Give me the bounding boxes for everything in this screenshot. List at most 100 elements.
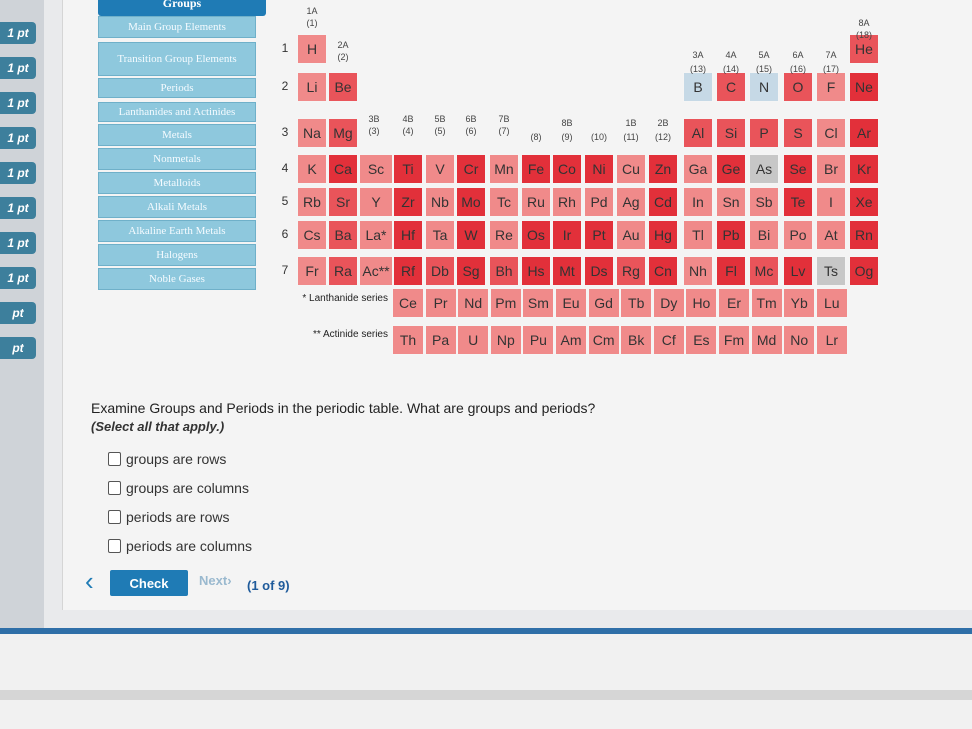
group-label: (9): [561, 132, 573, 142]
element-am: Am: [555, 325, 587, 355]
element-zn: Zn: [648, 154, 678, 184]
group-label: 2A: [337, 40, 349, 50]
option-label: periods are rows: [126, 509, 230, 525]
element-rg: Rg: [616, 256, 646, 286]
groups-filter-header[interactable]: Groups: [98, 0, 266, 16]
question-instruction: (Select all that apply.): [91, 419, 225, 434]
element-lv: Lv: [783, 256, 813, 286]
element-fr: Fr: [297, 256, 327, 286]
element-hf: Hf: [393, 220, 423, 250]
bottom-strip: [0, 690, 972, 700]
filter-nonmetals[interactable]: Nonmetals: [98, 148, 256, 170]
element-p: P: [749, 118, 779, 148]
group-label: (4): [402, 126, 414, 136]
group-label: 1A: [306, 6, 318, 16]
option-label: periods are columns: [126, 538, 253, 554]
points-badge: 1 pt: [0, 162, 36, 184]
element-s: S: [783, 118, 813, 148]
element-ca: Ca: [328, 154, 358, 184]
element-se: Se: [783, 154, 813, 184]
group-label: 2B: [657, 118, 669, 128]
element-ts: Ts: [816, 256, 846, 286]
element-no: No: [783, 325, 816, 355]
period-label: 5: [281, 194, 289, 208]
element-yb: Yb: [783, 288, 816, 318]
group-label: (15): [755, 64, 772, 74]
filter-transition-group-elements[interactable]: Transition Group Elements: [98, 42, 256, 76]
element-kr: Kr: [849, 154, 879, 184]
filter-halogens[interactable]: Halogens: [98, 244, 256, 266]
element-br: Br: [816, 154, 846, 184]
filter-alkali-metals[interactable]: Alkali Metals: [98, 196, 256, 218]
filter-noble-gases[interactable]: Noble Gases: [98, 268, 256, 290]
period-label: 2: [281, 79, 289, 93]
next-button[interactable]: Next›: [199, 573, 232, 588]
back-chevron-icon[interactable]: ‹: [85, 566, 94, 596]
element-fe: Fe: [521, 154, 551, 184]
element-ge: Ge: [716, 154, 746, 184]
element-tm: Tm: [750, 288, 783, 318]
checkbox[interactable]: [108, 510, 121, 524]
element-os: Os: [521, 220, 551, 250]
element-dy: Dy: [652, 288, 685, 318]
next-label: Next: [199, 573, 228, 588]
option-groups-columns[interactable]: groups are columns: [108, 480, 249, 496]
checkbox[interactable]: [108, 452, 121, 466]
group-label: 1B: [625, 118, 637, 128]
left-strip: 1 pt 1 pt 1 pt 1 pt 1 pt 1 pt 1 pt 1 pt …: [0, 0, 44, 729]
element-re: Re: [489, 220, 519, 250]
option-groups-rows[interactable]: groups are rows: [108, 451, 226, 467]
element-mo: Mo: [456, 187, 486, 217]
checkbox[interactable]: [108, 539, 121, 553]
element-ta: Ta: [425, 220, 455, 250]
question-progress: (1 of 9): [247, 578, 290, 593]
filter-alkaline-earth-metals[interactable]: Alkaline Earth Metals: [98, 220, 256, 242]
element-mg: Mg: [328, 118, 358, 148]
element-eu: Eu: [555, 288, 587, 318]
option-periods-columns[interactable]: periods are columns: [108, 538, 252, 554]
element-xe: Xe: [849, 187, 879, 217]
element-pb: Pb: [716, 220, 746, 250]
element-sr: Sr: [328, 187, 358, 217]
group-label: (2): [337, 52, 349, 62]
element-po: Po: [783, 220, 813, 250]
chevron-right-icon: ›: [227, 573, 232, 588]
group-label: 8A: [858, 18, 870, 28]
element-lr: Lr: [815, 325, 848, 355]
series-label: * Lanthanide series: [302, 293, 388, 304]
group-label: (3): [368, 126, 380, 136]
group-label: 6A: [792, 50, 804, 60]
group-label: 3B: [368, 114, 380, 124]
points-badge: 1 pt: [0, 232, 36, 254]
element-in: In: [683, 187, 713, 217]
element-pu: Pu: [522, 325, 555, 355]
element-he: He: [849, 34, 879, 64]
element-rf: Rf: [393, 256, 423, 286]
element-ag: Ag: [616, 187, 646, 217]
question-prompt: Examine Groups and Periods in the period…: [91, 400, 596, 416]
element-rn: Rn: [849, 220, 879, 250]
element-tc: Tc: [489, 187, 519, 217]
element-ne: Ne: [849, 72, 879, 102]
element-as: As: [749, 154, 779, 184]
checkbox[interactable]: [108, 481, 121, 495]
filter-periods[interactable]: Periods: [98, 78, 256, 98]
filter-metals[interactable]: Metals: [98, 124, 256, 146]
element-n: N: [749, 72, 779, 102]
filter-lanthanides-and-actinides[interactable]: Lanthanides and Actinides: [98, 102, 256, 122]
element-mn: Mn: [489, 154, 519, 184]
group-label: 4A: [725, 50, 737, 60]
group-label: 7B: [498, 114, 510, 124]
option-periods-rows[interactable]: periods are rows: [108, 509, 230, 525]
group-label: (18): [855, 30, 872, 40]
group-label: 8B: [561, 118, 573, 128]
check-button[interactable]: Check: [110, 570, 188, 596]
element-rb: Rb: [297, 187, 327, 217]
element-cn: Cn: [648, 256, 678, 286]
period-label: 4: [281, 161, 289, 175]
series-label: ** Actinide series: [312, 329, 388, 340]
filter-main-group-elements[interactable]: Main Group Elements: [98, 16, 256, 38]
element-at: At: [816, 220, 846, 250]
filter-metalloids[interactable]: Metalloids: [98, 172, 256, 194]
group-label: 7A: [825, 50, 837, 60]
